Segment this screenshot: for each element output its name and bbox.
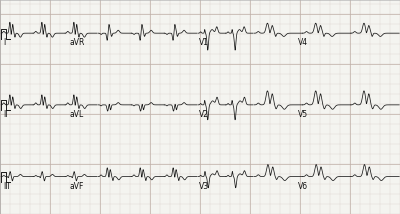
Text: V2: V2 (199, 110, 209, 119)
Text: II: II (3, 110, 7, 119)
Text: III: III (3, 182, 10, 191)
Text: aVL: aVL (70, 110, 84, 119)
Text: aVR: aVR (70, 38, 85, 47)
Text: aVF: aVF (70, 182, 84, 191)
Text: I: I (3, 38, 5, 47)
Text: V4: V4 (298, 38, 308, 47)
Text: V3: V3 (199, 182, 209, 191)
Text: V5: V5 (298, 110, 308, 119)
Text: V1: V1 (199, 38, 209, 47)
Text: V6: V6 (298, 182, 308, 191)
